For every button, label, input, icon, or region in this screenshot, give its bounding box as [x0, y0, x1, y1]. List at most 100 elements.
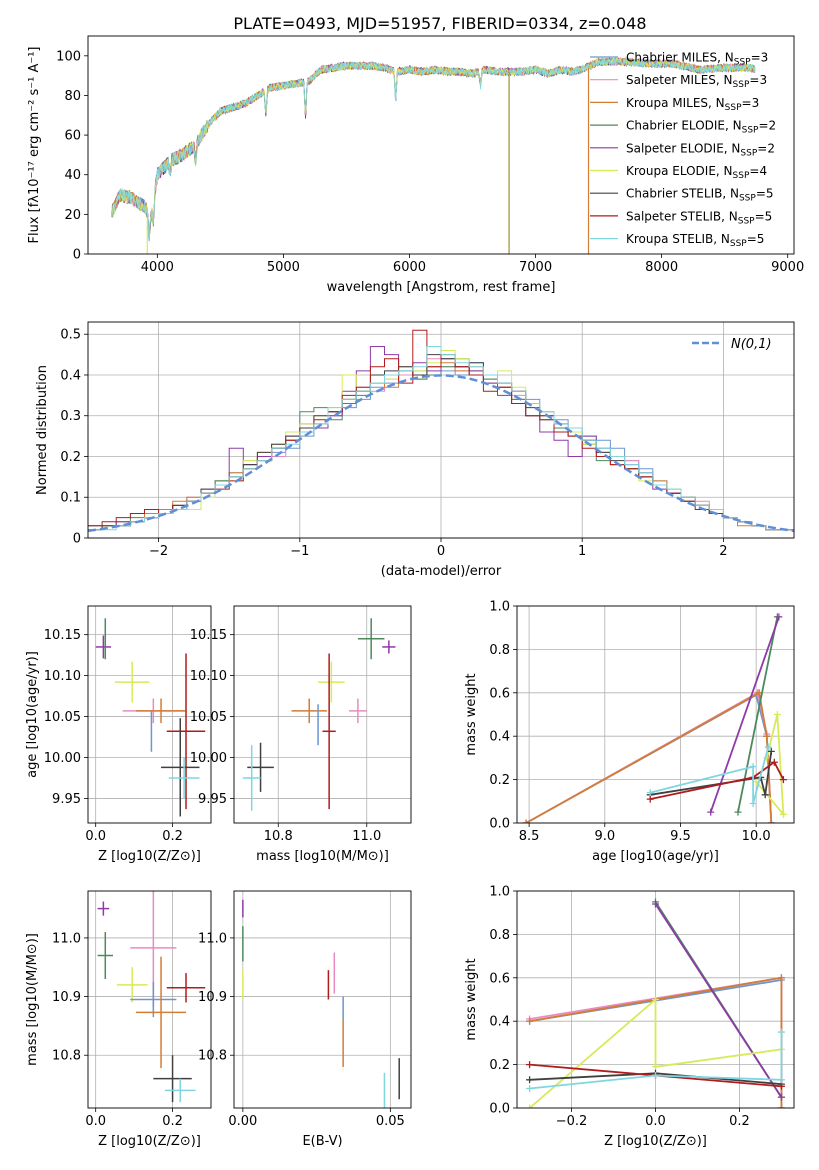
- plot-area: [95, 618, 206, 817]
- weight-marker: [777, 1076, 785, 1084]
- legend-subscript: SSP: [738, 216, 755, 226]
- legend-subscript: SSP: [740, 148, 757, 158]
- weight-line: [654, 903, 783, 1098]
- x-axis-label: Z [log10(Z/Z⊙)]: [98, 1134, 201, 1149]
- y-tick-label: 0.4: [489, 730, 510, 745]
- x-tick-label: 0.2: [162, 829, 183, 844]
- x-axis-label: Z [log10(Z/Z⊙)]: [604, 1134, 707, 1149]
- legend-value: =3: [749, 73, 767, 87]
- weight-marker: [522, 819, 530, 823]
- figure-title: PLATE=0493, MJD=51957, FIBERID=0334, z=0…: [233, 14, 646, 33]
- y-tick-label: 0.8: [489, 643, 510, 658]
- y-tick-label: 0: [73, 532, 81, 547]
- legend-subscript: SSP: [742, 126, 759, 136]
- legend-label: Chabrier STELIB, NSSP=5: [626, 187, 774, 204]
- gaussian-curve: [88, 374, 794, 533]
- x-tick-label: 0.2: [729, 1114, 750, 1129]
- legend-value: =2: [757, 141, 775, 155]
- x-tick-label: 8.5: [519, 829, 540, 844]
- y-tick-label: 0.2: [489, 1058, 510, 1073]
- x-tick-label: 0.0: [85, 1114, 106, 1129]
- x-tick-label: 0.0: [85, 829, 106, 844]
- plot-area: [88, 329, 794, 533]
- weight-marker: [749, 799, 757, 807]
- legend-subscript: SSP: [730, 239, 747, 249]
- x-tick-label: 10.8: [264, 829, 293, 844]
- y-tick-label: 9.95: [52, 792, 81, 807]
- weight-marker: [734, 808, 742, 816]
- legend-value: =5: [755, 209, 773, 223]
- plot-area: [242, 899, 400, 1108]
- weight-line: [529, 997, 782, 1108]
- y-tick-label: 10.00: [190, 751, 227, 766]
- mass-weight-vs-age-panel: 8.5 9.0 9.5 10.0 0.0 0.2 0.4 0.6 0.8 1.0 age [log1…: [464, 600, 795, 864]
- weight-marker: [775, 613, 783, 621]
- weight-line: [529, 1032, 783, 1090]
- plot-area: [522, 613, 787, 823]
- y-axis-label: mass weight: [464, 673, 479, 755]
- weight-marker: [770, 758, 778, 766]
- x-tick-label: 9000: [771, 260, 804, 275]
- weight-marker: [777, 974, 785, 982]
- legend-subscript: SSP: [733, 171, 750, 181]
- y-tick-label: 0.2: [60, 450, 81, 465]
- weight-marker: [526, 1061, 534, 1069]
- x-tick-label: −1: [290, 544, 309, 559]
- weight-marker: [526, 1104, 534, 1108]
- x-axis-label: (data-model)/error: [381, 564, 502, 579]
- legend-subscript: SSP: [734, 58, 751, 68]
- y-tick-label: 0: [73, 248, 81, 263]
- y-tick-label: 10.05: [190, 710, 227, 725]
- weight-marker: [526, 1017, 534, 1025]
- weight-marker: [749, 763, 757, 771]
- legend-value: =3: [742, 96, 760, 110]
- legend-value: =5: [747, 232, 765, 246]
- y-tick-label: 9.95: [198, 792, 227, 807]
- weight-marker: [764, 743, 772, 751]
- legend-subscript: SSP: [733, 80, 750, 90]
- weight-marker: [526, 1084, 534, 1092]
- y-tick-label: 100: [56, 49, 81, 64]
- x-tick-label: −2: [149, 544, 168, 559]
- y-tick-label: 10.05: [44, 710, 81, 725]
- x-axis-label: mass [log10(M/M⊙)]: [256, 849, 389, 864]
- y-tick-label: 0.2: [489, 773, 510, 788]
- axes-frame: [87, 605, 212, 824]
- axes-frame: [516, 605, 795, 824]
- y-tick-label: 11.0: [198, 931, 227, 946]
- y-tick-label: 10.15: [190, 628, 227, 643]
- legend-label: Kroupa ELODIE, NSSP=4: [626, 164, 767, 181]
- y-axis-label: Normed distribution: [35, 365, 50, 495]
- y-tick-label: 10.15: [44, 628, 81, 643]
- y-axis-label: mass [log10(M/M⊙)]: [25, 933, 40, 1066]
- axes-frame: [87, 890, 212, 1109]
- weight-marker: [779, 810, 787, 818]
- axes-frame: [87, 321, 795, 539]
- y-tick-label: 0.5: [60, 328, 81, 343]
- x-tick-label: 9.5: [670, 829, 691, 844]
- weight-marker: [767, 819, 775, 823]
- x-tick-label: 0: [437, 544, 445, 559]
- x-axis-label: Z [log10(Z/Z⊙)]: [98, 849, 201, 864]
- weight-marker: [773, 711, 781, 718]
- legend-label: Chabrier ELODIE, NSSP=2: [626, 119, 776, 136]
- weight-marker: [707, 808, 715, 816]
- x-tick-label: −0.2: [556, 1114, 588, 1129]
- weight-marker: [652, 1063, 659, 1071]
- legend-value: =5: [756, 187, 774, 201]
- y-tick-label: 0.0: [489, 817, 510, 832]
- weight-marker: [526, 1076, 534, 1084]
- weight-marker: [646, 795, 654, 803]
- legend-label: Salpeter STELIB, NSSP=5: [626, 209, 772, 226]
- weight-line: [650, 751, 773, 796]
- y-tick-label: 20: [64, 208, 81, 223]
- weight-marker: [652, 1071, 659, 1079]
- x-tick-label: 4000: [141, 260, 174, 275]
- y-tick-label: 1.0: [489, 885, 510, 900]
- y-axis-label: mass weight: [464, 958, 479, 1040]
- mass-weight-vs-metallicity-panel: −0.2 0.0 0.2 0.0 0.2 0.4 0.6 0.8 1.0 Z [log10(Z/Z…: [464, 885, 795, 1149]
- plot-area: [97, 891, 206, 1103]
- x-tick-label: 6000: [393, 260, 426, 275]
- legend-label: Chabrier MILES, NSSP=3: [626, 51, 768, 68]
